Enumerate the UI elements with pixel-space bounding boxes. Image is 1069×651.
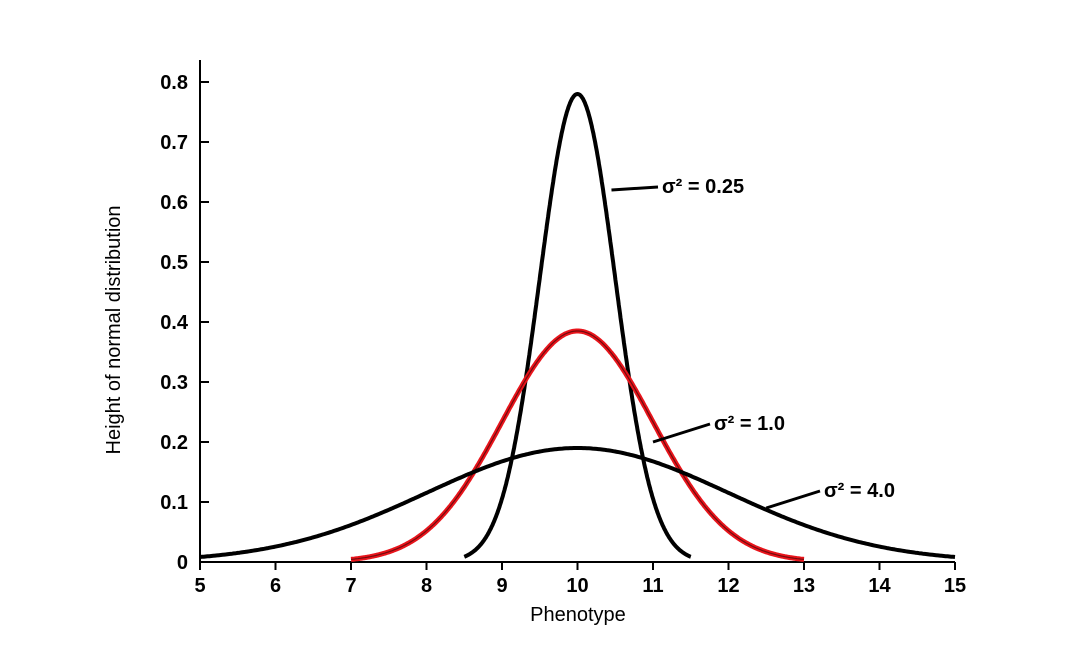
- x-tick-label-3: 8: [421, 575, 432, 597]
- y-tick-label-2: 0.2: [160, 432, 188, 454]
- curve-variance-4: [199, 446, 956, 559]
- x-tick-label-5: 10: [566, 575, 588, 597]
- axes: 5 6 7 8 9 10 11 12 13 14 15 0 0.1 0.2 0.3 0.4 0.5 0.6 0.7 0…: [160, 60, 966, 597]
- curve-variance-0-25: [462, 92, 693, 559]
- x-tick-label-10: 15: [944, 575, 966, 597]
- annotations: σ² = 0.25 σ² = 1.0 σ² = 4.0: [611, 176, 895, 510]
- x-tick-label-8: 13: [793, 575, 815, 597]
- curve-variance-1: [349, 328, 806, 562]
- x-tick-label-7: 12: [717, 575, 739, 597]
- x-tick-label-6: 11: [642, 575, 663, 597]
- y-tick-label-1: 0.1: [160, 492, 188, 514]
- x-tick-label-2: 7: [345, 575, 356, 597]
- annotation-label-1: σ² = 1.0: [714, 413, 785, 435]
- y-tick-label-3: 0.3: [160, 372, 188, 394]
- x-tick-label-9: 14: [868, 575, 891, 597]
- annotation-leader-2: [765, 489, 821, 510]
- y-tick-label-8: 0.8: [160, 72, 188, 94]
- y-tick-label-6: 0.6: [160, 192, 188, 214]
- y-tick-label-4: 0.4: [160, 312, 189, 334]
- curves: [199, 92, 956, 562]
- x-tick-label-0: 5: [194, 575, 205, 597]
- y-tick-label-7: 0.7: [160, 132, 188, 154]
- x-tick-label-1: 6: [270, 575, 281, 597]
- annotation-leader-0: [611, 185, 659, 192]
- y-tick-label-5: 0.5: [160, 252, 188, 274]
- curve-variance-1-edge: [350, 330, 805, 560]
- x-axis-label: Phenotype: [530, 604, 626, 626]
- x-tick-label-4: 9: [496, 575, 507, 597]
- y-axis-label: Height of normal distribution: [103, 205, 125, 454]
- y-tick-label-0: 0: [177, 552, 188, 574]
- annotation-label-2: σ² = 4.0: [824, 480, 895, 502]
- annotation-leader-1: [652, 422, 711, 444]
- annotation-label-0: σ² = 0.25: [662, 176, 744, 198]
